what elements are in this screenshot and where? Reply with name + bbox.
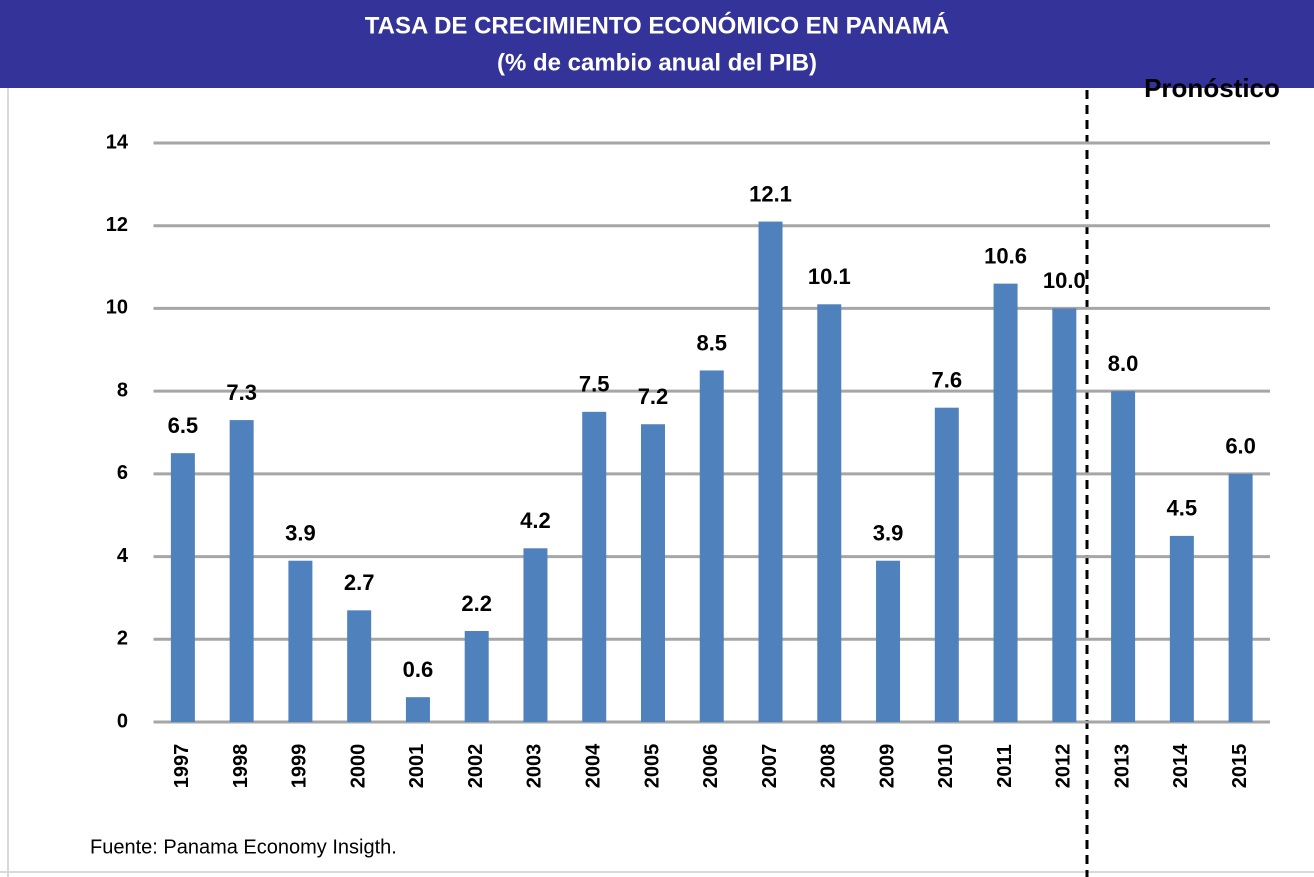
bar [699,370,724,722]
data-label: 6.0 [1225,434,1256,459]
x-tick-label: 2001 [406,744,428,789]
data-label: 10.1 [808,264,851,289]
data-label: 12.1 [749,181,792,206]
x-tick-label: 2004 [583,743,605,788]
bar [1052,308,1077,722]
source: Fuente: Panama Economy Insigth. [90,836,397,858]
data-label: 3.9 [285,521,316,546]
data-label: 7.6 [932,367,963,392]
annotation: Pronóstico [1144,73,1280,103]
bar [817,304,842,722]
y-tick-label: 0 [117,710,128,732]
x-tick-label: 2005 [641,744,663,789]
data-label: 4.2 [520,508,551,533]
bar [464,631,489,722]
x-tick-label: 2002 [465,744,487,789]
x-tick-label: 2013 [1111,744,1133,789]
data-label: 6.5 [168,413,199,438]
data-label: 10.6 [984,243,1027,268]
chart-subtitle: (% de cambio anual del PIB) [497,49,817,76]
title-bar [0,0,1314,88]
data-label: 3.9 [873,521,904,546]
bar [876,560,901,722]
x-tick-label: 2008 [818,744,840,789]
x-tick-label: 2014 [1170,743,1192,788]
x-tick-label: 2000 [347,744,369,789]
bar [1169,535,1194,722]
bar [347,610,372,722]
bar [288,560,313,722]
bar [523,548,548,722]
bar [582,411,607,722]
data-label: 7.5 [579,372,610,397]
chart-title: TASA DE CRECIMIENTO ECONÓMICO EN PANAMÁ [365,11,949,39]
x-tick-label: 2012 [1053,744,1075,789]
data-label: 10.0 [1043,268,1086,293]
bar [1111,391,1136,722]
y-tick-label: 12 [106,214,128,236]
y-tick-label: 2 [117,628,128,650]
bar [405,697,430,722]
bar [229,420,254,722]
bar [758,221,783,723]
y-tick-label: 8 [117,379,128,401]
data-label: 2.7 [344,570,375,595]
x-tick-label: 1999 [289,744,311,789]
x-tick-label: 1997 [171,744,193,789]
y-tick-label: 14 [106,131,129,153]
x-tick-label: 1998 [230,744,252,789]
x-tick-label: 2003 [524,744,546,789]
y-tick-label: 4 [117,545,129,567]
x-tick-label: 2009 [876,744,898,789]
data-label: 0.6 [403,657,434,682]
bar [170,453,195,722]
data-label: 8.5 [696,330,727,355]
x-tick-label: 2010 [935,744,957,789]
data-label: 8.0 [1108,351,1139,376]
data-label: 4.5 [1167,496,1198,521]
bar [640,424,665,722]
x-tick-label: 2011 [994,744,1016,787]
y-tick-label: 6 [117,462,128,484]
data-label: 2.2 [461,591,492,616]
data-label: 7.3 [226,380,257,405]
x-tick-label: 2007 [759,744,781,789]
bar [1228,473,1253,722]
x-tick-label: 2006 [700,744,722,789]
y-tick-label: 10 [106,297,128,319]
bar [993,283,1018,722]
x-tick-label: 2015 [1229,744,1251,789]
bar [934,407,959,722]
data-label: 7.2 [638,384,669,409]
